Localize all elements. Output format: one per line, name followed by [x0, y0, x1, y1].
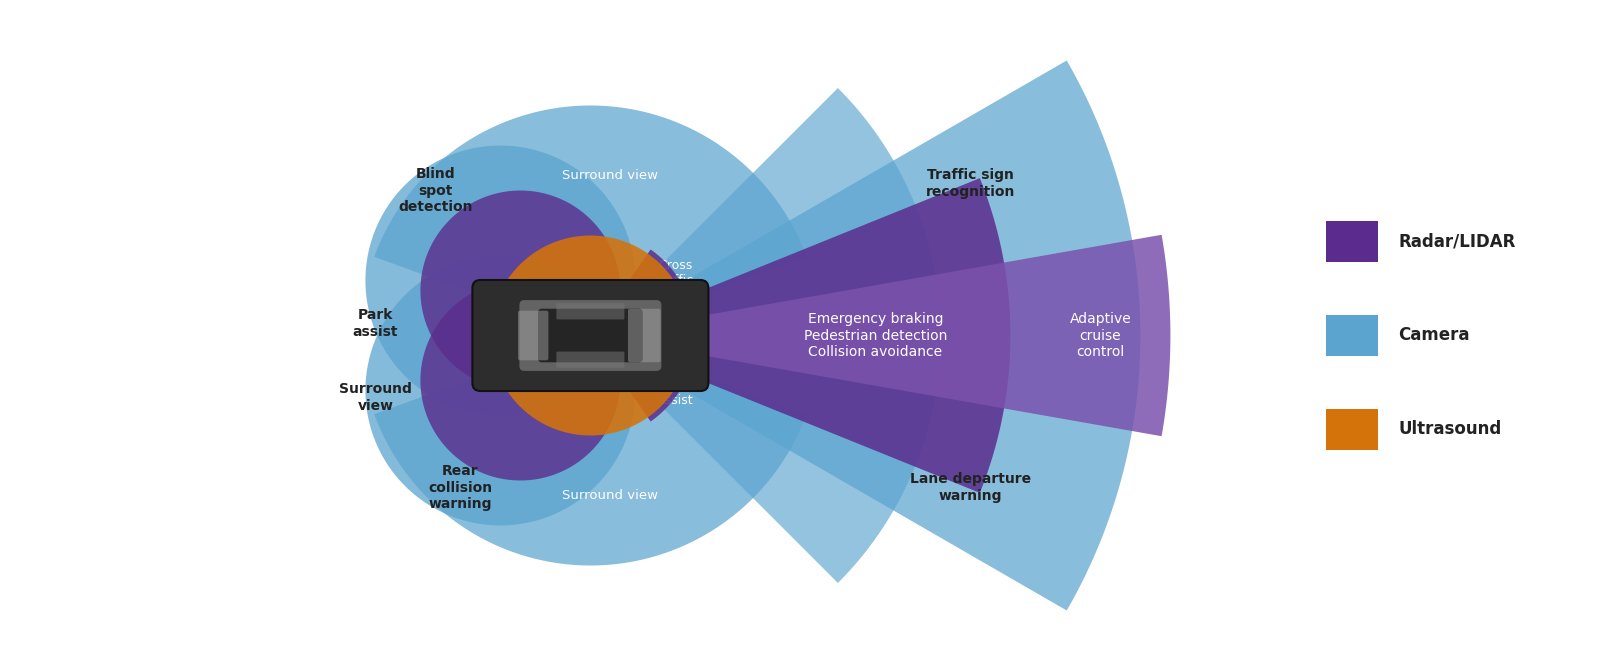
FancyBboxPatch shape	[472, 280, 709, 391]
FancyBboxPatch shape	[1326, 221, 1378, 262]
Polygon shape	[590, 336, 941, 583]
Text: Ultrasound: Ultrasound	[1398, 421, 1502, 438]
Text: Adaptive
cruise
control: Adaptive cruise control	[1069, 312, 1131, 359]
Polygon shape	[491, 236, 691, 435]
Text: Surround view: Surround view	[563, 169, 659, 182]
Polygon shape	[590, 88, 941, 336]
Polygon shape	[590, 60, 1141, 611]
FancyBboxPatch shape	[627, 309, 661, 362]
Text: Rear
collision
warning: Rear collision warning	[429, 464, 493, 511]
Text: Lane departure
warning: Lane departure warning	[910, 472, 1030, 503]
Text: Surround
view: Surround view	[339, 382, 411, 413]
Text: Cross
traffic
alert: Cross traffic alert	[656, 259, 694, 302]
Text: Emergency braking
Pedestrian detection
Collision avoidance: Emergency braking Pedestrian detection C…	[803, 312, 947, 359]
Polygon shape	[365, 256, 635, 525]
Text: Surround view: Surround view	[563, 489, 659, 502]
Polygon shape	[365, 146, 635, 415]
Text: Camera: Camera	[1398, 327, 1470, 344]
Text: Traffic sign
recognition: Traffic sign recognition	[926, 168, 1014, 199]
Polygon shape	[590, 178, 1010, 493]
Polygon shape	[374, 336, 806, 566]
FancyBboxPatch shape	[520, 300, 661, 371]
Text: Blind
spot
detection: Blind spot detection	[398, 167, 472, 213]
FancyBboxPatch shape	[1326, 315, 1378, 356]
Polygon shape	[590, 250, 696, 421]
FancyBboxPatch shape	[538, 309, 643, 362]
FancyBboxPatch shape	[518, 311, 549, 360]
FancyBboxPatch shape	[557, 352, 624, 368]
Polygon shape	[590, 235, 1170, 436]
Polygon shape	[374, 105, 806, 336]
FancyBboxPatch shape	[557, 303, 624, 319]
Text: Park
assist: Park assist	[352, 309, 398, 339]
FancyBboxPatch shape	[1326, 409, 1378, 450]
Polygon shape	[421, 280, 621, 480]
Text: Radar/LIDAR: Radar/LIDAR	[1398, 233, 1515, 250]
Text: Park
assist: Park assist	[658, 380, 693, 407]
Polygon shape	[421, 191, 621, 391]
